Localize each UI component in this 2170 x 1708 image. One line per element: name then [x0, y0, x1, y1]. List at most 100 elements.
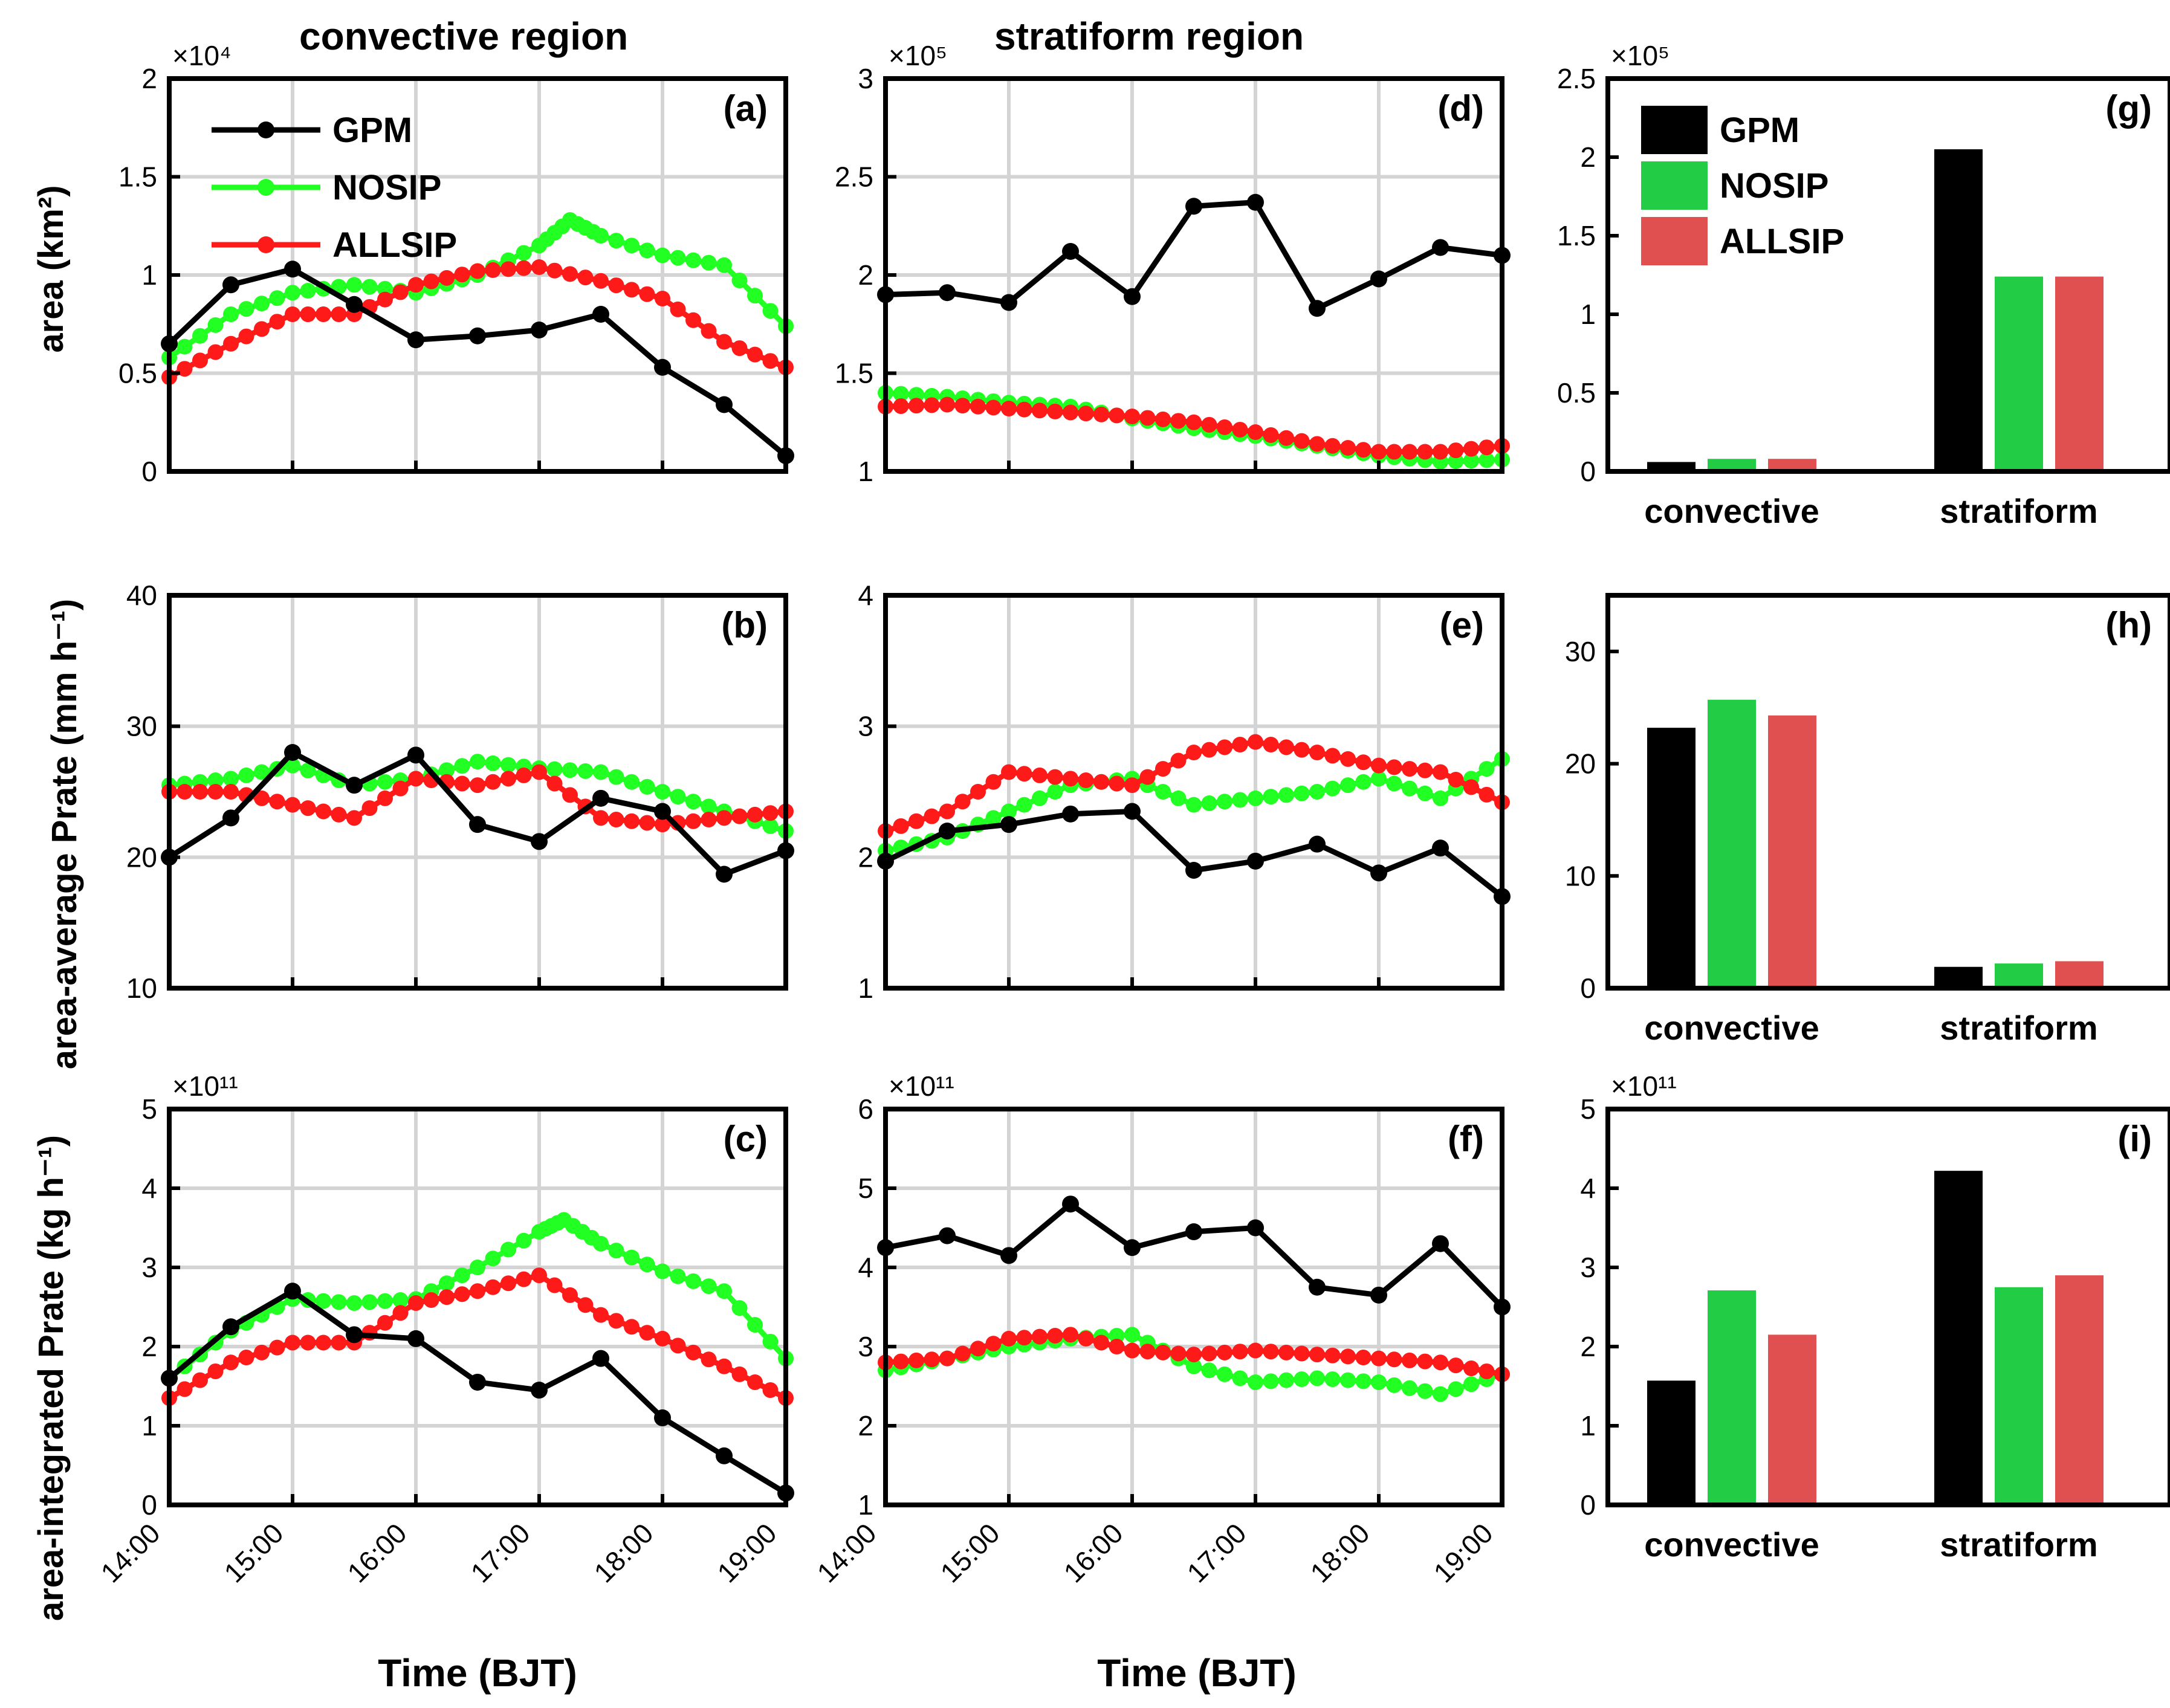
data-point-gpm	[469, 816, 486, 833]
data-point-allsip	[1263, 427, 1279, 443]
data-point-allsip	[1093, 774, 1109, 790]
data-point-allsip	[1324, 1347, 1341, 1363]
xlabel-middle: Time (BJT)	[1097, 1651, 1297, 1695]
panel-label: (d)	[1437, 88, 1484, 129]
panel-label: (i)	[2117, 1119, 2152, 1159]
data-point-gpm	[592, 789, 609, 807]
data-point-nosip	[269, 290, 285, 306]
data-point-allsip	[1155, 761, 1171, 777]
data-point-nosip	[1001, 803, 1017, 820]
data-point-allsip	[1201, 1345, 1217, 1362]
data-point-gpm	[346, 777, 363, 794]
data-point-nosip	[685, 1273, 701, 1289]
data-point-allsip	[1109, 775, 1125, 792]
data-point-allsip	[1402, 761, 1417, 777]
ytick-label: 1	[1580, 299, 1596, 330]
ytick-label: 6	[858, 1093, 873, 1125]
bar-nosip-convective	[1708, 699, 1756, 988]
legend-label-nosip: NOSIP	[332, 168, 442, 207]
data-point-nosip	[1402, 1380, 1417, 1396]
data-point-allsip	[516, 767, 532, 783]
data-point-allsip	[269, 314, 285, 330]
category-label-stratiform: stratiform	[1940, 1009, 2097, 1047]
data-point-allsip	[1001, 764, 1017, 780]
panel-label: (b)	[721, 605, 768, 645]
data-point-gpm	[1309, 1278, 1326, 1296]
data-point-allsip	[392, 284, 409, 300]
data-point-allsip	[924, 808, 940, 824]
data-point-nosip	[546, 761, 563, 777]
legend-marker-nosip	[257, 179, 274, 196]
legend-label-allsip: ALLSIP	[1720, 222, 1844, 261]
data-point-allsip	[285, 797, 300, 813]
data-point-nosip	[470, 1260, 485, 1275]
data-point-allsip	[1170, 752, 1187, 769]
data-point-allsip	[531, 1267, 547, 1284]
data-point-nosip	[762, 818, 779, 834]
data-point-nosip	[1109, 1327, 1125, 1344]
data-point-nosip	[593, 228, 609, 244]
data-point-nosip	[624, 238, 640, 254]
data-point-allsip	[731, 808, 748, 824]
data-point-gpm	[407, 746, 424, 764]
data-point-gpm	[469, 327, 486, 345]
ytick-label: 0	[141, 1489, 157, 1521]
data-point-nosip	[639, 778, 655, 795]
data-point-allsip	[1016, 401, 1032, 418]
data-point-nosip	[731, 272, 748, 288]
data-point-nosip	[639, 242, 655, 259]
data-point-allsip	[1186, 1347, 1202, 1363]
data-point-allsip	[1448, 771, 1464, 788]
data-point-allsip	[1386, 444, 1402, 460]
ytick-label: 3	[141, 1252, 157, 1283]
data-point-allsip	[177, 361, 193, 377]
data-point-allsip	[639, 1325, 655, 1341]
data-point-allsip	[300, 306, 316, 322]
data-point-nosip	[1448, 453, 1464, 469]
ytick-label: 2	[858, 259, 873, 291]
data-point-nosip	[1263, 1373, 1279, 1389]
axis-exponent: ×10¹¹	[172, 1070, 238, 1102]
data-point-allsip	[454, 775, 470, 792]
data-point-gpm	[1124, 288, 1141, 305]
data-point-nosip	[1355, 1373, 1372, 1389]
data-point-allsip	[1355, 754, 1372, 771]
data-point-nosip	[1309, 784, 1325, 800]
data-point-nosip	[1217, 1366, 1232, 1382]
ytick-label: 0.5	[1557, 377, 1596, 409]
data-point-gpm	[1062, 1195, 1079, 1213]
data-point-nosip	[485, 755, 501, 771]
data-point-nosip	[1032, 790, 1048, 806]
data-point-allsip	[254, 790, 270, 806]
ytick-label: 1	[141, 1410, 157, 1441]
data-point-allsip	[223, 784, 239, 800]
data-point-allsip	[1386, 759, 1402, 775]
data-point-allsip	[716, 334, 732, 350]
data-point-nosip	[346, 1295, 362, 1311]
data-point-allsip	[747, 806, 763, 823]
bar-gpm-stratiform	[1934, 149, 1983, 471]
data-point-nosip	[1248, 790, 1263, 806]
data-point-allsip	[1093, 1334, 1109, 1351]
bar-gpm-convective	[1647, 728, 1696, 988]
data-point-allsip	[1032, 403, 1048, 419]
data-point-allsip	[238, 328, 254, 345]
data-point-nosip	[624, 774, 640, 790]
data-point-allsip	[1032, 767, 1048, 783]
category-label-convective: convective	[1644, 1525, 1819, 1564]
xlabel-left: Time (BJT)	[378, 1651, 577, 1695]
data-point-allsip	[1016, 766, 1032, 782]
data-point-nosip	[716, 257, 732, 273]
data-point-nosip	[1433, 790, 1448, 806]
legend-label-nosip: NOSIP	[1720, 166, 1829, 205]
ytick-label: 2.5	[1557, 63, 1596, 94]
bar-allsip-stratiform	[2055, 1275, 2104, 1505]
ytick-label: 3	[858, 1331, 873, 1362]
bar-gpm-stratiform	[1934, 1171, 1983, 1505]
data-point-allsip	[655, 291, 670, 306]
ytick-label: 1	[141, 259, 157, 291]
data-point-gpm	[469, 1373, 486, 1391]
data-point-allsip	[1309, 436, 1325, 452]
ytick-label: 3	[858, 711, 873, 742]
